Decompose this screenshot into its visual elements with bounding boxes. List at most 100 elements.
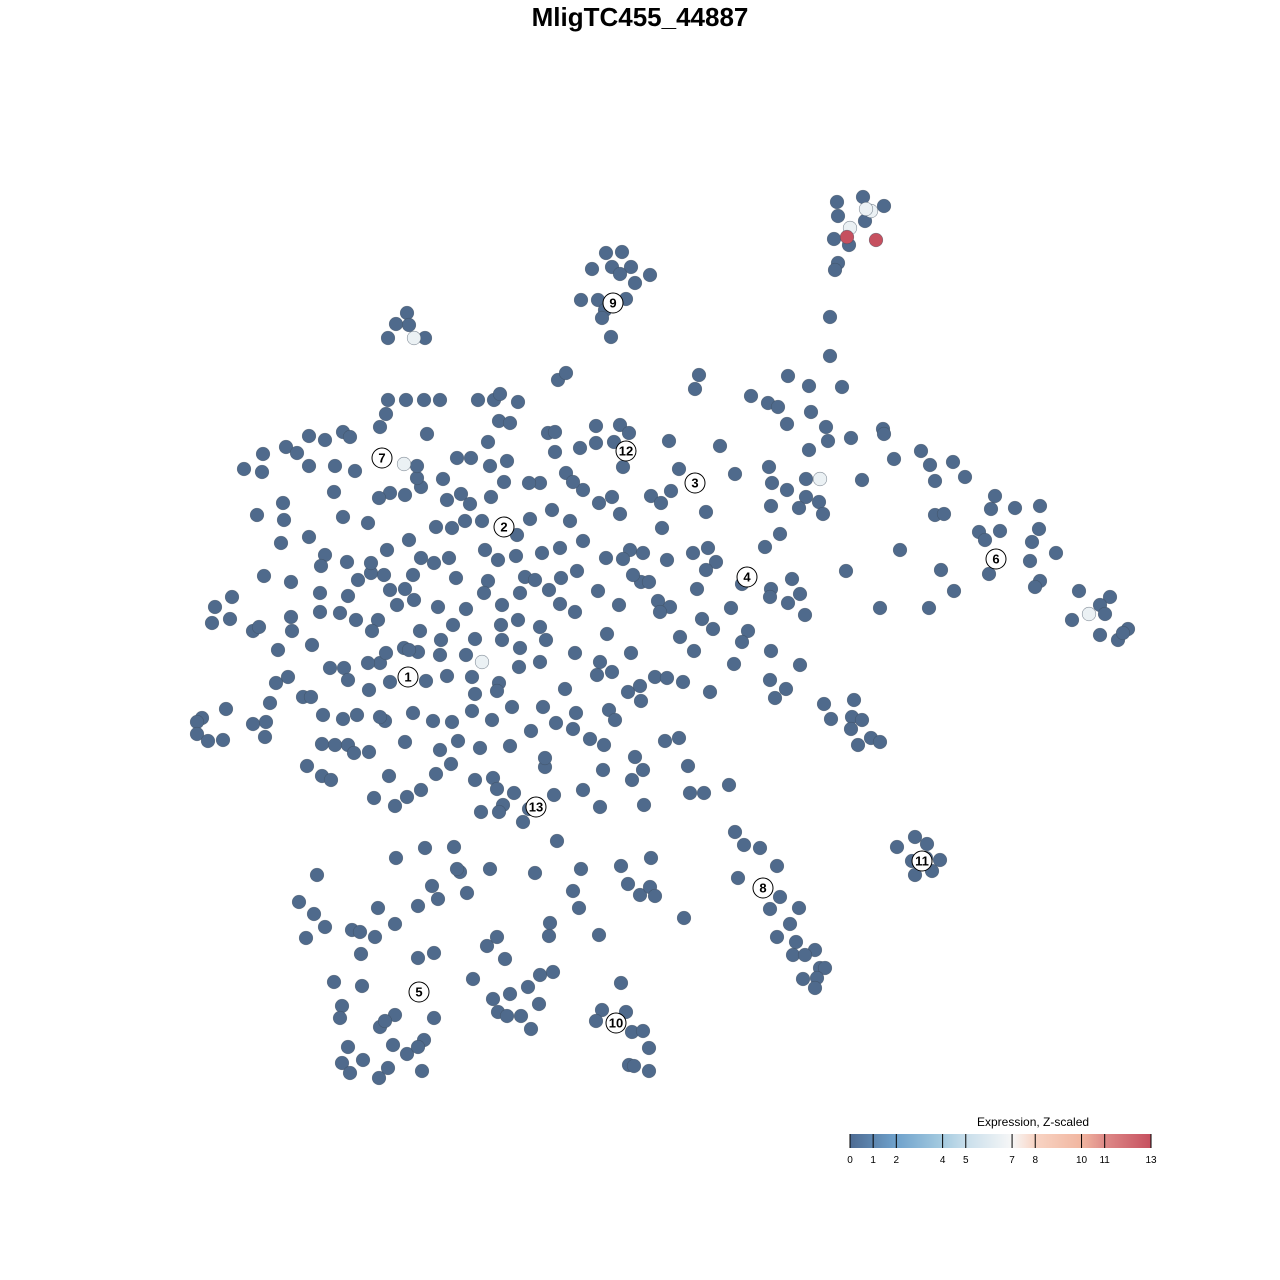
cluster-label-circle xyxy=(493,516,515,538)
data-point xyxy=(892,542,908,558)
data-point xyxy=(818,419,834,435)
data-point xyxy=(371,1070,387,1086)
data-point xyxy=(797,607,813,623)
data-point xyxy=(604,664,620,680)
data-point xyxy=(372,419,388,435)
cluster-label: 2 xyxy=(493,516,515,538)
data-point xyxy=(378,406,394,422)
data-point xyxy=(416,392,432,408)
data-point xyxy=(807,980,823,996)
data-point xyxy=(987,488,1003,504)
data-point xyxy=(726,656,742,672)
data-point xyxy=(424,878,440,894)
data-point xyxy=(361,682,377,698)
data-point xyxy=(470,392,486,408)
data-point xyxy=(657,733,673,749)
data-point xyxy=(636,797,652,813)
data-point xyxy=(458,601,474,617)
data-point xyxy=(822,309,838,325)
data-point xyxy=(691,367,707,383)
data-point xyxy=(448,570,464,586)
data-point xyxy=(278,439,294,455)
data-point xyxy=(532,967,548,983)
cluster-label-circle xyxy=(752,877,774,899)
data-point xyxy=(506,785,522,801)
data-point xyxy=(922,457,938,473)
data-point xyxy=(485,991,501,1007)
data-point xyxy=(621,425,637,441)
data-point xyxy=(435,471,451,487)
data-point xyxy=(557,681,573,697)
data-point xyxy=(405,567,421,583)
data-point xyxy=(889,839,905,855)
cluster-label-circle xyxy=(397,666,419,688)
data-point xyxy=(834,379,850,395)
cluster-label-text: 4 xyxy=(743,570,751,585)
data-point xyxy=(698,504,714,520)
data-point xyxy=(588,1013,604,1029)
data-point xyxy=(465,971,481,987)
data-point xyxy=(371,490,387,506)
data-point xyxy=(499,453,515,469)
data-point xyxy=(763,498,779,514)
colorbar-title: Expression, Z-scaled xyxy=(977,1115,1090,1129)
data-point xyxy=(388,316,404,332)
data-point xyxy=(591,495,607,511)
data-point xyxy=(850,737,866,753)
data-point xyxy=(462,496,478,512)
data-point xyxy=(682,785,698,801)
data-point xyxy=(730,870,746,886)
data-point xyxy=(545,964,561,980)
data-point xyxy=(573,292,589,308)
data-point xyxy=(283,574,299,590)
data-point xyxy=(542,915,558,931)
data-point xyxy=(659,552,675,568)
data-point xyxy=(364,623,380,639)
data-point xyxy=(336,660,352,676)
data-point xyxy=(389,597,405,613)
data-point xyxy=(907,829,923,845)
data-point xyxy=(687,381,703,397)
data-point xyxy=(299,758,315,774)
data-point xyxy=(615,459,631,475)
cluster-label-circle xyxy=(605,1012,627,1034)
data-point xyxy=(482,861,498,877)
data-point xyxy=(569,563,585,579)
data-point xyxy=(727,466,743,482)
data-point xyxy=(443,756,459,772)
data-point xyxy=(611,597,627,613)
data-point xyxy=(932,852,948,868)
data-point xyxy=(820,433,836,449)
data-point xyxy=(457,513,473,529)
data-point xyxy=(675,674,691,690)
data-point xyxy=(510,612,526,628)
data-point xyxy=(215,732,231,748)
data-point xyxy=(1097,606,1113,622)
data-point xyxy=(546,787,562,803)
data-point xyxy=(444,714,460,730)
data-point xyxy=(366,790,382,806)
data-point xyxy=(791,500,807,516)
data-point xyxy=(598,245,614,261)
data-point xyxy=(385,1037,401,1053)
data-point xyxy=(312,604,328,620)
data-point xyxy=(326,484,342,500)
data-point xyxy=(207,599,223,615)
data-point xyxy=(439,492,455,508)
data-point xyxy=(480,573,496,589)
data-point xyxy=(565,721,581,737)
data-point xyxy=(224,589,240,605)
data-point xyxy=(414,1063,430,1079)
data-point xyxy=(388,850,404,866)
data-point xyxy=(479,938,495,954)
data-point xyxy=(876,198,892,214)
data-point xyxy=(382,582,398,598)
data-point xyxy=(743,388,759,404)
cluster-label-circle xyxy=(985,548,1007,570)
data-point xyxy=(936,506,952,522)
cluster-label: 3 xyxy=(684,472,706,494)
data-point xyxy=(868,232,884,248)
data-point xyxy=(762,901,778,917)
data-point xyxy=(342,1065,358,1081)
data-point xyxy=(426,945,442,961)
